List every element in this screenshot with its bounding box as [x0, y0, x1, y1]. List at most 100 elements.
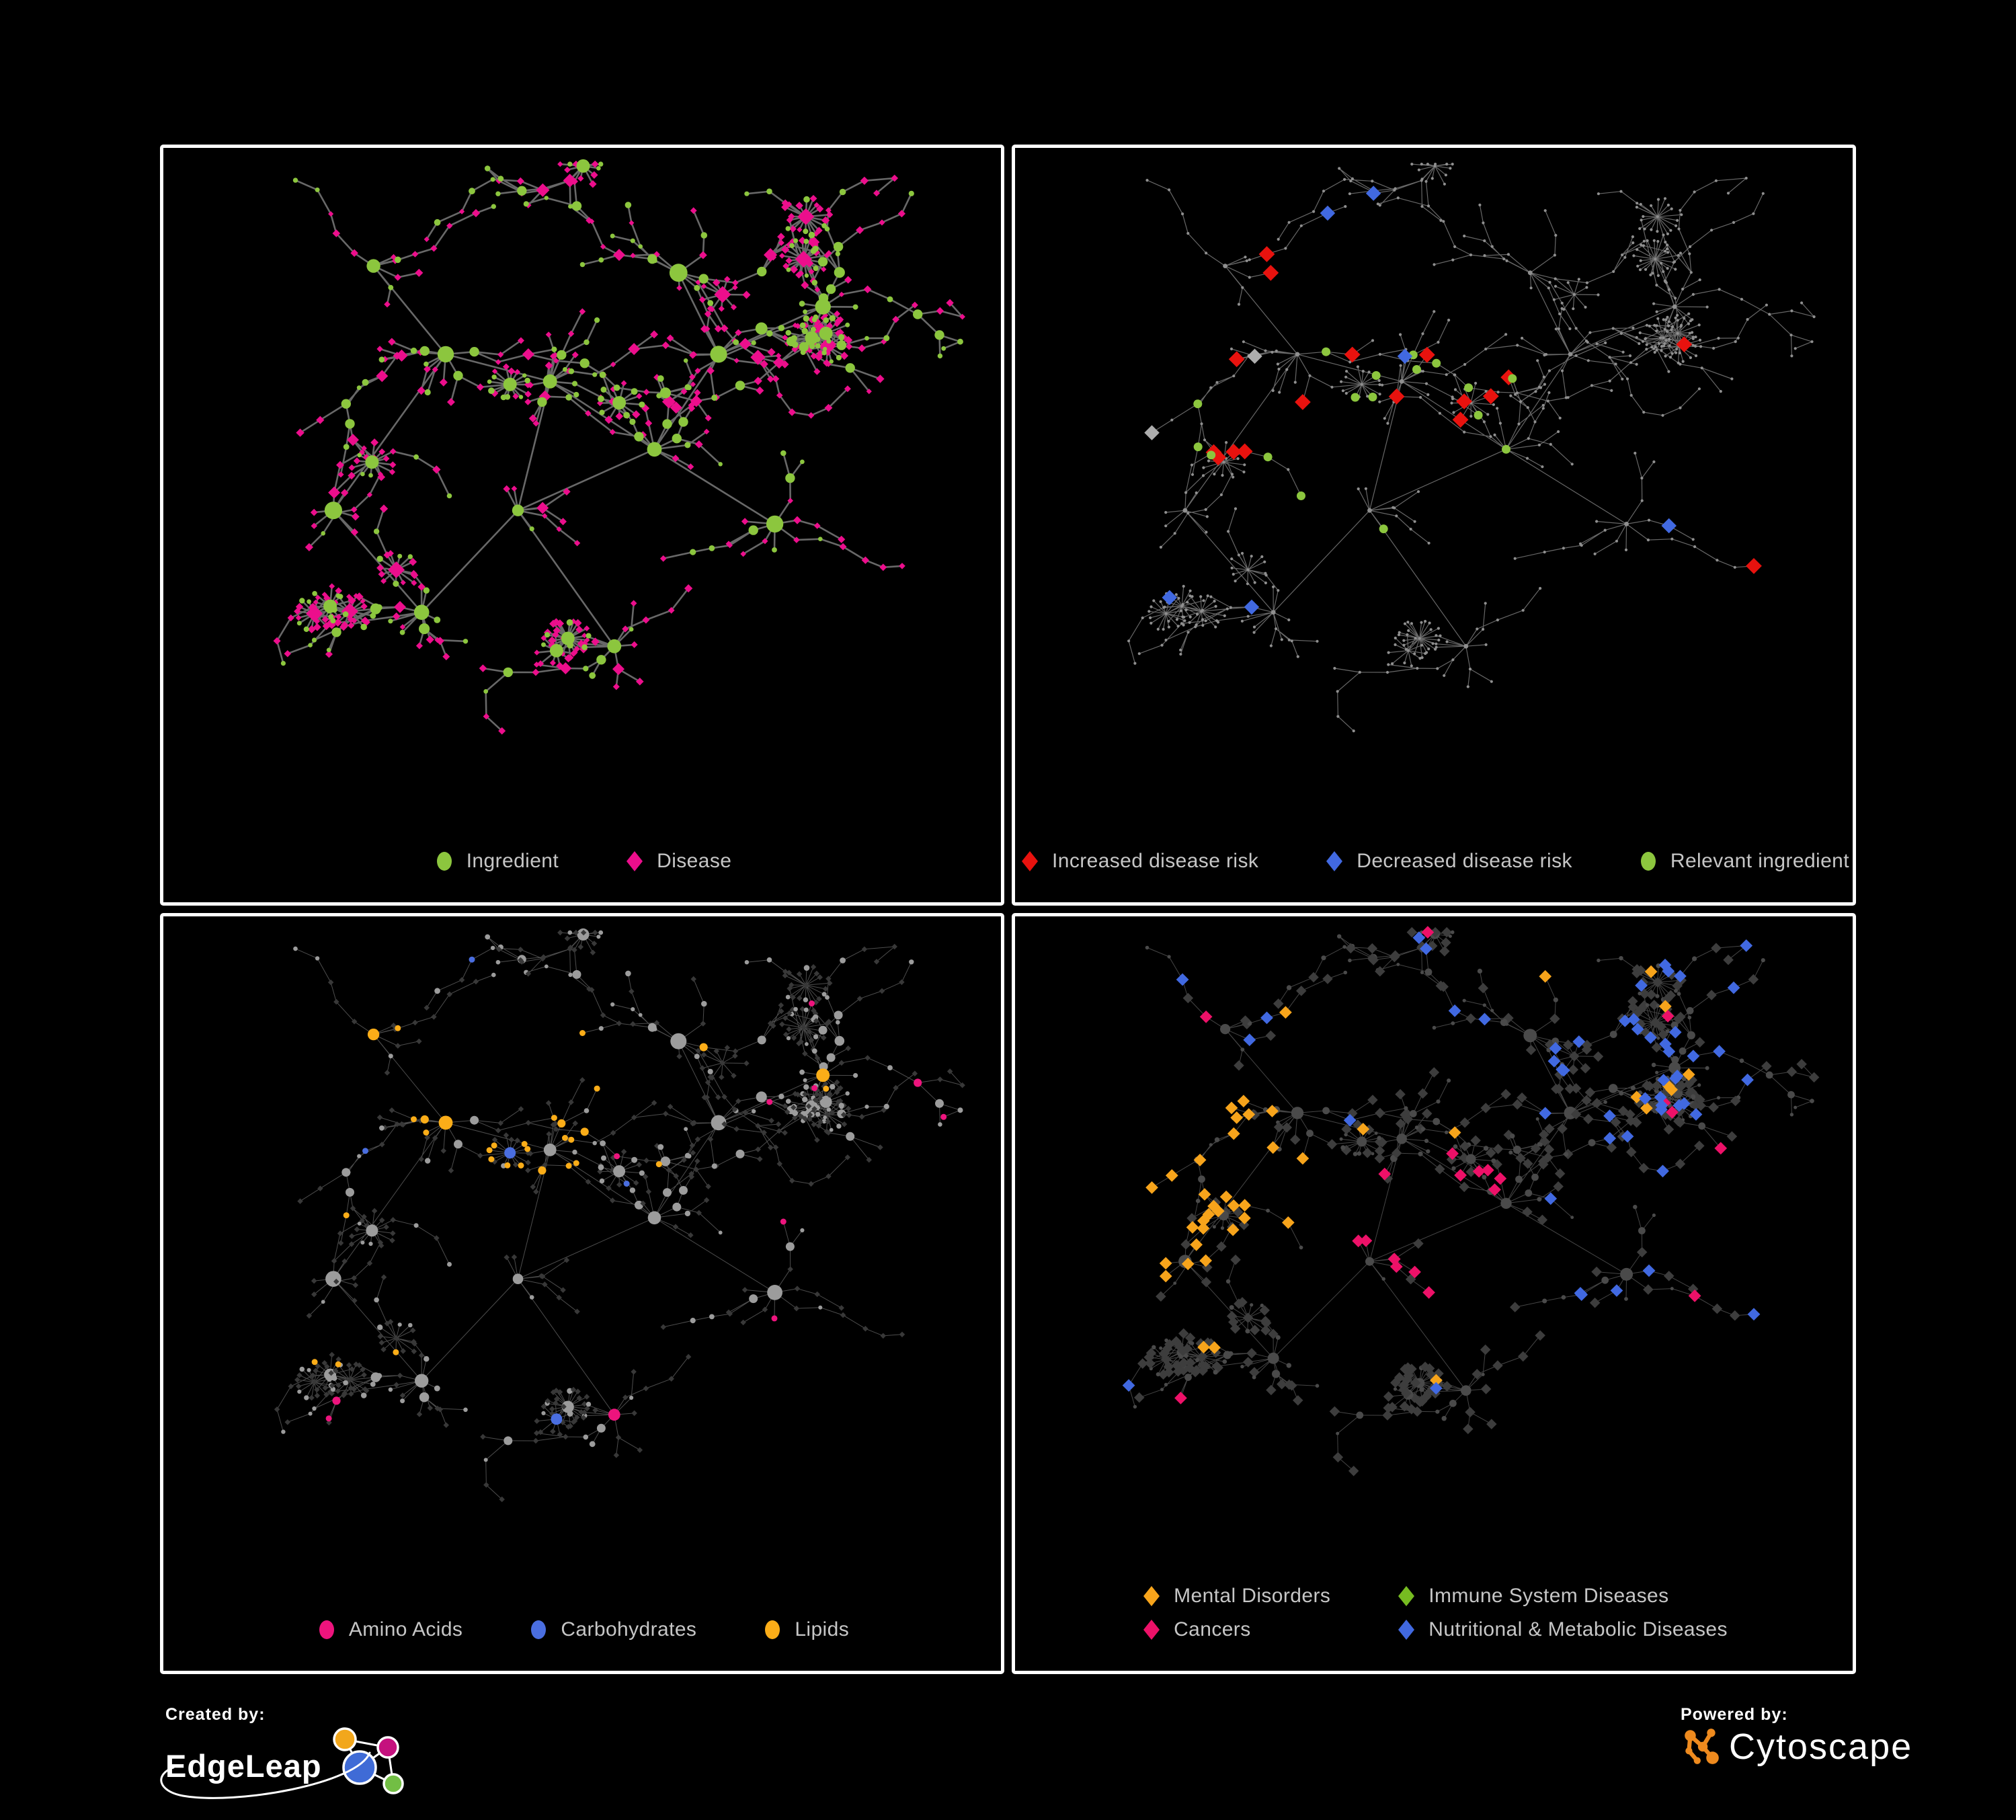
network-node-circle[interactable]	[1705, 305, 1709, 309]
network-node-circle[interactable]	[581, 644, 588, 651]
network-node-circle[interactable]	[1159, 1346, 1163, 1350]
network-node-circle[interactable]	[1395, 514, 1398, 518]
network-node-diamond[interactable]	[585, 1179, 592, 1185]
network-node-diamond[interactable]	[690, 1120, 696, 1126]
network-node-circle[interactable]	[1445, 163, 1449, 166]
network-node-diamond[interactable]	[1408, 1265, 1421, 1279]
network-node-diamond[interactable]	[579, 1077, 586, 1083]
network-node-circle[interactable]	[938, 1122, 942, 1127]
network-node-circle[interactable]	[1482, 1003, 1486, 1007]
network-node-circle[interactable]	[1215, 381, 1219, 384]
network-node-circle[interactable]	[1229, 347, 1234, 351]
network-node-diamond[interactable]	[1359, 1234, 1373, 1247]
network-node-diamond[interactable]	[311, 1277, 317, 1284]
network-node-diamond[interactable]	[835, 1099, 842, 1105]
network-node-diamond[interactable]	[1786, 1066, 1798, 1077]
network-node-circle[interactable]	[1393, 1387, 1398, 1391]
network-node-circle[interactable]	[1179, 609, 1182, 612]
network-node-diamond[interactable]	[548, 636, 557, 645]
network-node-diamond[interactable]	[1227, 1127, 1240, 1140]
network-node-diamond[interactable]	[786, 1026, 792, 1033]
network-node-diamond[interactable]	[1512, 1099, 1523, 1110]
network-node-circle[interactable]	[1453, 245, 1457, 248]
network-node-diamond[interactable]	[584, 1405, 590, 1412]
network-node-circle[interactable]	[1145, 179, 1149, 182]
network-node-circle[interactable]	[1201, 474, 1205, 477]
network-node-circle[interactable]	[694, 284, 700, 291]
network-node-diamond[interactable]	[1348, 1466, 1359, 1476]
network-node-diamond[interactable]	[538, 1273, 545, 1279]
network-node-diamond[interactable]	[1654, 1091, 1667, 1104]
network-node-diamond[interactable]	[741, 1287, 748, 1293]
network-node-diamond[interactable]	[348, 464, 356, 471]
network-node-circle[interactable]	[1191, 595, 1194, 598]
network-node-diamond[interactable]	[1664, 1271, 1675, 1281]
network-node-circle[interactable]	[589, 1441, 596, 1448]
network-node-diamond[interactable]	[1591, 1098, 1603, 1109]
network-node-circle[interactable]	[378, 356, 385, 363]
network-node-diamond[interactable]	[380, 1274, 387, 1280]
network-node-circle[interactable]	[1628, 354, 1632, 358]
network-node-circle[interactable]	[1662, 344, 1666, 348]
network-node-circle[interactable]	[1558, 312, 1562, 315]
network-node-circle[interactable]	[701, 1000, 707, 1007]
network-node-circle[interactable]	[1182, 508, 1188, 513]
network-node-circle[interactable]	[598, 1026, 604, 1031]
network-node-diamond[interactable]	[1375, 966, 1385, 977]
network-node-circle[interactable]	[469, 347, 479, 357]
network-node-circle[interactable]	[1718, 288, 1721, 291]
network-node-circle[interactable]	[308, 643, 313, 647]
network-node-diamond[interactable]	[1656, 1164, 1669, 1178]
network-node-diamond[interactable]	[580, 1415, 587, 1421]
network-node-circle[interactable]	[1207, 459, 1211, 463]
network-node-diamond[interactable]	[1651, 1042, 1662, 1053]
network-node-circle[interactable]	[1299, 224, 1303, 227]
network-node-diamond[interactable]	[778, 1002, 784, 1008]
network-node-circle[interactable]	[1190, 463, 1194, 467]
network-node-circle[interactable]	[1237, 303, 1241, 306]
network-node-circle[interactable]	[1234, 507, 1238, 510]
network-node-diamond[interactable]	[591, 637, 600, 646]
network-node-diamond[interactable]	[379, 1217, 385, 1224]
network-node-circle[interactable]	[821, 992, 827, 997]
network-node-diamond[interactable]	[553, 358, 559, 364]
network-node-circle[interactable]	[1394, 643, 1397, 647]
network-node-diamond[interactable]	[1435, 980, 1447, 992]
network-node-circle[interactable]	[424, 361, 429, 367]
network-node-circle[interactable]	[325, 1415, 332, 1422]
network-node-diamond[interactable]	[1426, 1369, 1437, 1380]
network-node-diamond[interactable]	[1202, 1208, 1215, 1221]
network-node-diamond[interactable]	[446, 991, 453, 998]
network-node-diamond[interactable]	[814, 286, 821, 293]
network-node-circle[interactable]	[1694, 335, 1697, 339]
network-node-circle[interactable]	[1789, 333, 1793, 337]
network-node-diamond[interactable]	[1197, 1365, 1209, 1376]
network-node-diamond[interactable]	[432, 366, 438, 373]
network-node-diamond[interactable]	[959, 1082, 965, 1089]
network-node-diamond[interactable]	[1414, 1396, 1426, 1408]
network-node-circle[interactable]	[1434, 163, 1437, 166]
network-node-circle[interactable]	[1269, 644, 1273, 647]
network-node-circle[interactable]	[816, 1068, 830, 1082]
network-node-diamond[interactable]	[1635, 1019, 1646, 1029]
network-node-circle[interactable]	[805, 1109, 810, 1114]
network-node-circle[interactable]	[592, 1141, 597, 1146]
network-node-diamond[interactable]	[1659, 1000, 1672, 1013]
network-node-diamond[interactable]	[1591, 1266, 1602, 1277]
network-node-diamond[interactable]	[411, 1339, 417, 1345]
network-node-diamond[interactable]	[395, 1043, 401, 1049]
network-node-circle[interactable]	[1196, 612, 1199, 616]
network-node-diamond[interactable]	[525, 971, 532, 977]
network-node-diamond[interactable]	[432, 1135, 438, 1141]
network-node-diamond[interactable]	[577, 175, 584, 182]
network-node-circle[interactable]	[1676, 331, 1679, 335]
network-node-circle[interactable]	[840, 957, 846, 963]
network-node-diamond[interactable]	[754, 377, 762, 385]
network-node-diamond[interactable]	[1367, 943, 1378, 954]
network-node-circle[interactable]	[751, 340, 756, 346]
network-node-diamond[interactable]	[346, 606, 355, 615]
network-node-circle[interactable]	[434, 1385, 440, 1392]
network-node-circle[interactable]	[809, 343, 815, 350]
network-node-diamond[interactable]	[1353, 1119, 1363, 1130]
network-node-diamond[interactable]	[530, 1184, 536, 1190]
